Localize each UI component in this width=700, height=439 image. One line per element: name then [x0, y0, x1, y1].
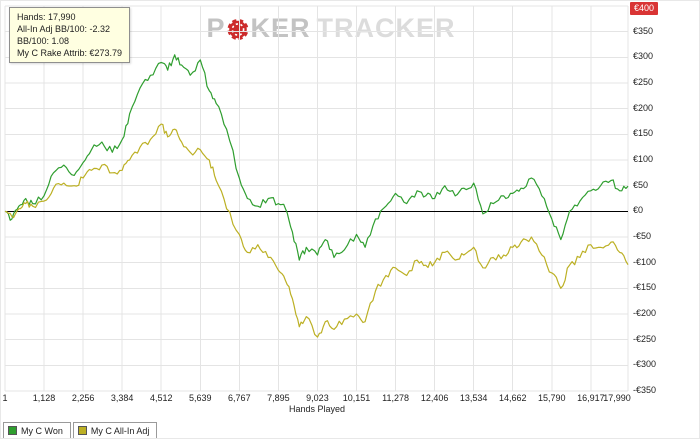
x-axis-title: Hands Played: [288, 404, 346, 414]
legend-item-my-c-all-in-adj[interactable]: My C All-In Adj: [72, 422, 158, 438]
poker-chip-icon: [226, 18, 250, 41]
legend-item-my-c-won[interactable]: My C Won: [3, 422, 71, 438]
stat-allin-adj-bb100: All-In Adj BB/100: -2.32: [17, 24, 111, 34]
stats-tooltip: Hands: 17,990 All-In Adj BB/100: -2.32 B…: [9, 7, 131, 63]
watermark-text-tracker: TRACKER: [316, 13, 456, 43]
series-line-my-c-won: [4, 54, 629, 261]
my-c-won-color-swatch: [8, 426, 17, 435]
legend-label-my-c-all-in-adj: My C All-In Adj: [90, 425, 150, 436]
legend-label-my-c-won: My C Won: [21, 425, 63, 436]
my-c-all-in-adj-color-swatch: [77, 426, 87, 435]
series-line-my-c-all-in-adj: [4, 123, 629, 338]
pokertracker-watermark: P KER TRACKER: [206, 13, 455, 44]
stat-hands: Hands: 17,990: [17, 12, 76, 22]
watermark-text-ker: KER: [250, 13, 311, 43]
stat-rake-attrib: My C Rake Attrib: €273.79: [17, 48, 123, 58]
watermark-text-p: P: [206, 13, 226, 43]
legend: My C Won My C All-In Adj: [3, 422, 158, 438]
stat-bb100: BB/100: 1.08: [17, 36, 70, 46]
